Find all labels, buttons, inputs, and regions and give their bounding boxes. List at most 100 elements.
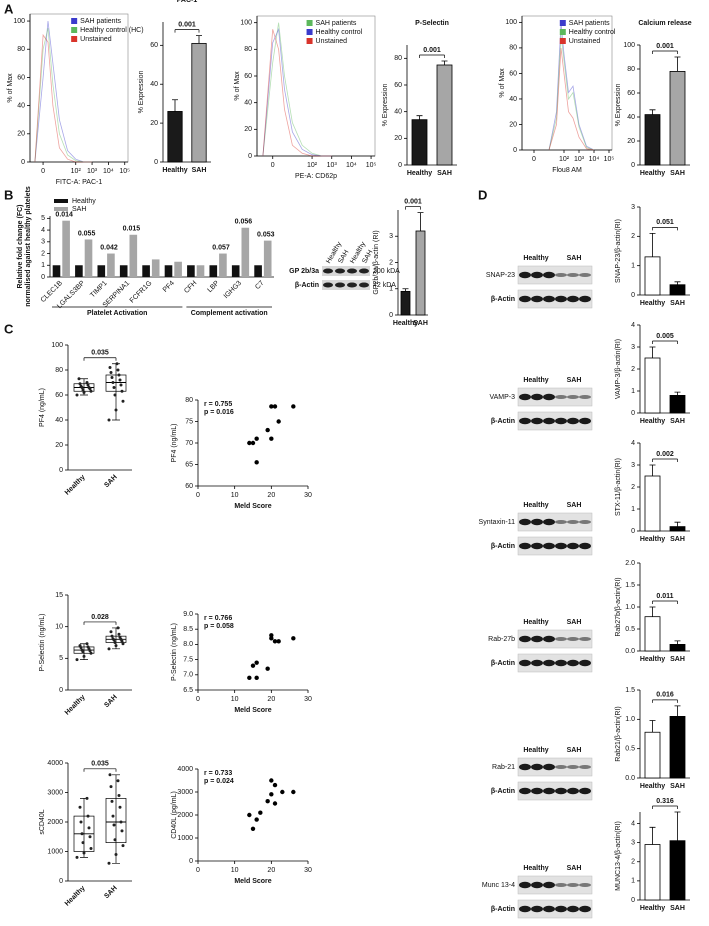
data-point (113, 393, 117, 397)
x-tick-label: 10⁵ (119, 168, 130, 175)
blot-band (347, 282, 357, 288)
x-tick-label: 10² (71, 168, 82, 175)
data-point (108, 773, 112, 777)
blot-band (531, 393, 543, 401)
histogram-curve (34, 33, 93, 163)
bar (107, 253, 115, 277)
blot-band (519, 881, 531, 889)
y-axis-label: % of Max (499, 68, 506, 98)
y-tick-label: 80 (55, 367, 63, 374)
x-tick-label: 10² (307, 162, 318, 169)
data-point (118, 805, 122, 809)
y-tick-label: 20 (17, 131, 25, 138)
blot-band (543, 905, 555, 913)
error-bar (441, 60, 448, 65)
data-point (109, 785, 113, 789)
blot-band (519, 763, 531, 771)
data-point (80, 832, 84, 836)
blot-band (567, 295, 579, 303)
data-point (85, 381, 89, 384)
bar (84, 239, 93, 277)
data-point (269, 633, 274, 638)
p-value: 0.053 (257, 231, 275, 238)
y-tick-label: 80 (509, 45, 517, 52)
stat-label: p = 0.058 (204, 623, 234, 630)
legend-swatch (71, 36, 78, 42)
data-point (269, 778, 274, 783)
stat-label: p = 0.024 (204, 778, 234, 785)
x-tick-label: SAH (670, 783, 685, 790)
group-label: Platelet Activation (87, 310, 147, 317)
blot-band (543, 542, 555, 550)
x-tick-label: 10⁴ (346, 162, 357, 169)
x-tick-label: SAH (437, 170, 452, 177)
band-label: Munc 13-4 (482, 882, 515, 889)
data-point (81, 841, 85, 845)
y-axis-label: % Expression (138, 70, 145, 113)
data-point (116, 368, 120, 372)
p-value: 0.014 (55, 212, 73, 219)
bar (129, 234, 138, 277)
blot-band (579, 659, 591, 667)
y-tick-label: 1 (631, 506, 635, 513)
y-tick-label: 80 (394, 55, 402, 62)
chart-title: P-Selectin (415, 20, 449, 27)
y-tick-label: 0 (21, 159, 25, 166)
x-tick-label: Healthy (393, 320, 418, 327)
data-point (269, 792, 274, 797)
blot-band (555, 765, 567, 769)
y-tick-label: 0 (631, 292, 635, 299)
error-bar (674, 56, 681, 72)
y-axis-label: SNAP-23/β-actin(RI) (615, 219, 622, 283)
x-tick-label: 10⁴ (103, 168, 114, 175)
error-bar (649, 464, 656, 476)
y-tick-label: 60 (244, 73, 252, 80)
y-tick-label: 3000 (47, 789, 63, 796)
legend-label: Unstained (80, 36, 112, 43)
blot-band (519, 905, 531, 913)
data-point (79, 820, 83, 824)
y-tick-label: 4 (631, 440, 635, 447)
p-value: 0.035 (91, 350, 109, 357)
blot-band (531, 881, 543, 889)
bar (644, 731, 661, 779)
histogram-curve (548, 47, 595, 151)
y-tick-label: 0.5 (625, 626, 635, 633)
y-tick-label: 5 (41, 215, 45, 222)
x-axis-label: PE-A: CD62p (295, 173, 337, 180)
y-tick-label: 1.5 (625, 687, 635, 694)
bar (231, 265, 240, 277)
y-tick-label: 20 (509, 121, 517, 128)
data-point (82, 654, 86, 658)
y-tick-label: 0 (189, 858, 193, 865)
lane-label: SAH (337, 249, 350, 265)
x-axis-label: Meld Score (234, 503, 271, 510)
y-tick-label: 0 (631, 410, 635, 417)
bar (119, 265, 128, 277)
band-label: Syntaxin-11 (479, 519, 516, 526)
x-tick-label: 0 (196, 867, 200, 874)
p-value: 0.035 (91, 761, 109, 768)
y-tick-label: 4 (631, 322, 635, 329)
x-tick-label: 10 (231, 696, 239, 703)
group-label: SAH (567, 502, 582, 509)
data-point (250, 663, 256, 668)
y-axis-label: sCD40L (39, 809, 46, 834)
error-bar (674, 391, 681, 396)
data-point (86, 645, 90, 649)
y-tick-label: 100 (240, 20, 252, 27)
y-tick-label: 8.5 (183, 626, 193, 633)
loading-label: β-Actin (491, 418, 515, 425)
y-tick-label: 0 (41, 274, 45, 281)
error-bar (416, 115, 423, 120)
data-point (85, 642, 89, 646)
x-tick-label: SAH (670, 905, 685, 912)
y-tick-label: 80 (185, 397, 193, 404)
p-value: 0.011 (656, 593, 673, 600)
bar (196, 265, 205, 277)
y-tick-label: 4 (631, 820, 635, 827)
legend-label: Healthy control (569, 29, 616, 36)
data-point (254, 460, 259, 465)
p-value: 0.316 (656, 798, 674, 805)
y-tick-label: 80 (17, 46, 25, 53)
